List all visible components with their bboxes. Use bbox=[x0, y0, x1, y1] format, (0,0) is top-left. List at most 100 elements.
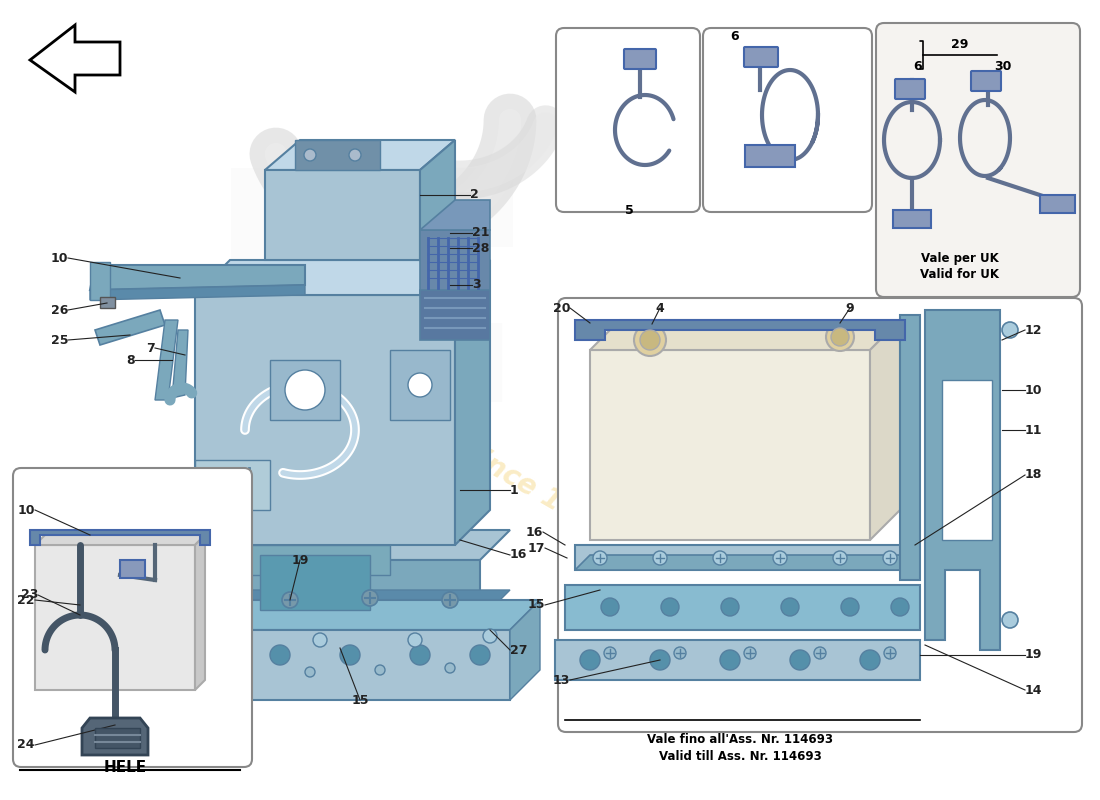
Circle shape bbox=[410, 645, 430, 665]
Text: 22: 22 bbox=[18, 594, 35, 606]
Circle shape bbox=[884, 647, 896, 659]
Text: F: F bbox=[180, 150, 560, 690]
Text: Vale per UK: Vale per UK bbox=[921, 252, 999, 265]
Circle shape bbox=[744, 647, 756, 659]
Circle shape bbox=[593, 551, 607, 565]
Text: Valid till Ass. Nr. 114693: Valid till Ass. Nr. 114693 bbox=[659, 750, 822, 763]
Text: 1: 1 bbox=[510, 483, 519, 497]
Polygon shape bbox=[90, 285, 305, 300]
Polygon shape bbox=[556, 640, 920, 680]
FancyBboxPatch shape bbox=[624, 49, 656, 69]
Circle shape bbox=[833, 551, 847, 565]
Circle shape bbox=[720, 598, 739, 616]
Polygon shape bbox=[455, 260, 490, 545]
Text: HELE: HELE bbox=[103, 760, 146, 775]
Text: Valid for UK: Valid for UK bbox=[921, 268, 1000, 281]
Polygon shape bbox=[90, 262, 110, 300]
Text: 10: 10 bbox=[18, 503, 35, 517]
Text: 26: 26 bbox=[51, 303, 68, 317]
Bar bbox=[893, 210, 931, 228]
Circle shape bbox=[1002, 322, 1018, 338]
Text: 24: 24 bbox=[18, 738, 35, 751]
FancyBboxPatch shape bbox=[558, 298, 1082, 732]
Text: 6: 6 bbox=[914, 60, 922, 73]
Bar bbox=[120, 560, 145, 578]
Text: 19: 19 bbox=[1025, 649, 1043, 662]
Circle shape bbox=[773, 551, 786, 565]
Polygon shape bbox=[175, 530, 510, 560]
Circle shape bbox=[653, 551, 667, 565]
Circle shape bbox=[883, 551, 896, 565]
Polygon shape bbox=[510, 600, 540, 700]
Polygon shape bbox=[575, 545, 905, 570]
Circle shape bbox=[830, 328, 849, 346]
Polygon shape bbox=[35, 545, 195, 690]
Polygon shape bbox=[95, 310, 165, 345]
Circle shape bbox=[210, 597, 225, 613]
Circle shape bbox=[349, 149, 361, 161]
Polygon shape bbox=[925, 310, 1000, 650]
Text: 30: 30 bbox=[994, 60, 1012, 73]
Text: 27: 27 bbox=[510, 643, 528, 657]
Bar bbox=[745, 145, 795, 167]
Text: 9: 9 bbox=[846, 302, 855, 314]
Text: 23: 23 bbox=[21, 589, 38, 602]
Circle shape bbox=[282, 592, 298, 608]
Text: 18: 18 bbox=[1025, 469, 1043, 482]
FancyBboxPatch shape bbox=[971, 71, 1001, 91]
FancyBboxPatch shape bbox=[13, 468, 252, 767]
Circle shape bbox=[408, 633, 422, 647]
Polygon shape bbox=[30, 530, 210, 545]
Polygon shape bbox=[265, 140, 455, 170]
Polygon shape bbox=[270, 360, 340, 420]
Circle shape bbox=[235, 665, 245, 675]
FancyBboxPatch shape bbox=[876, 23, 1080, 297]
Circle shape bbox=[470, 645, 490, 665]
FancyBboxPatch shape bbox=[556, 28, 700, 212]
Polygon shape bbox=[230, 545, 390, 575]
Polygon shape bbox=[155, 320, 178, 400]
Circle shape bbox=[304, 149, 316, 161]
Circle shape bbox=[720, 650, 740, 670]
Text: 28: 28 bbox=[472, 242, 490, 254]
Circle shape bbox=[781, 598, 799, 616]
Polygon shape bbox=[90, 265, 305, 290]
FancyBboxPatch shape bbox=[895, 79, 925, 99]
Circle shape bbox=[842, 598, 859, 616]
Circle shape bbox=[1002, 612, 1018, 628]
Text: 25: 25 bbox=[51, 334, 68, 346]
Polygon shape bbox=[575, 555, 920, 570]
Polygon shape bbox=[100, 297, 116, 308]
Polygon shape bbox=[160, 630, 510, 700]
Text: 21: 21 bbox=[472, 226, 490, 239]
Circle shape bbox=[200, 645, 220, 665]
Polygon shape bbox=[35, 535, 205, 545]
Text: 4: 4 bbox=[656, 302, 664, 314]
Circle shape bbox=[270, 645, 290, 665]
Text: 10: 10 bbox=[1025, 383, 1043, 397]
Polygon shape bbox=[175, 590, 510, 620]
Text: 8: 8 bbox=[126, 354, 135, 366]
Polygon shape bbox=[942, 380, 992, 540]
FancyBboxPatch shape bbox=[744, 47, 778, 67]
Polygon shape bbox=[420, 230, 490, 295]
Circle shape bbox=[446, 663, 455, 673]
Text: 13: 13 bbox=[552, 674, 570, 686]
Circle shape bbox=[305, 667, 315, 677]
Text: 3: 3 bbox=[472, 278, 481, 291]
Text: Vale fino all'Ass. Nr. 114693: Vale fino all'Ass. Nr. 114693 bbox=[647, 733, 833, 746]
Circle shape bbox=[375, 665, 385, 675]
Text: 17: 17 bbox=[528, 542, 544, 554]
Circle shape bbox=[826, 323, 854, 351]
Polygon shape bbox=[565, 585, 920, 630]
Text: 2: 2 bbox=[470, 189, 478, 202]
Polygon shape bbox=[420, 200, 490, 230]
Polygon shape bbox=[160, 600, 540, 630]
Text: 15: 15 bbox=[351, 694, 369, 706]
Polygon shape bbox=[195, 535, 205, 690]
Polygon shape bbox=[265, 170, 420, 260]
Text: 12: 12 bbox=[1025, 323, 1043, 337]
Circle shape bbox=[285, 370, 324, 410]
Text: a partner parts since 1985: a partner parts since 1985 bbox=[243, 314, 617, 546]
Polygon shape bbox=[590, 320, 900, 350]
